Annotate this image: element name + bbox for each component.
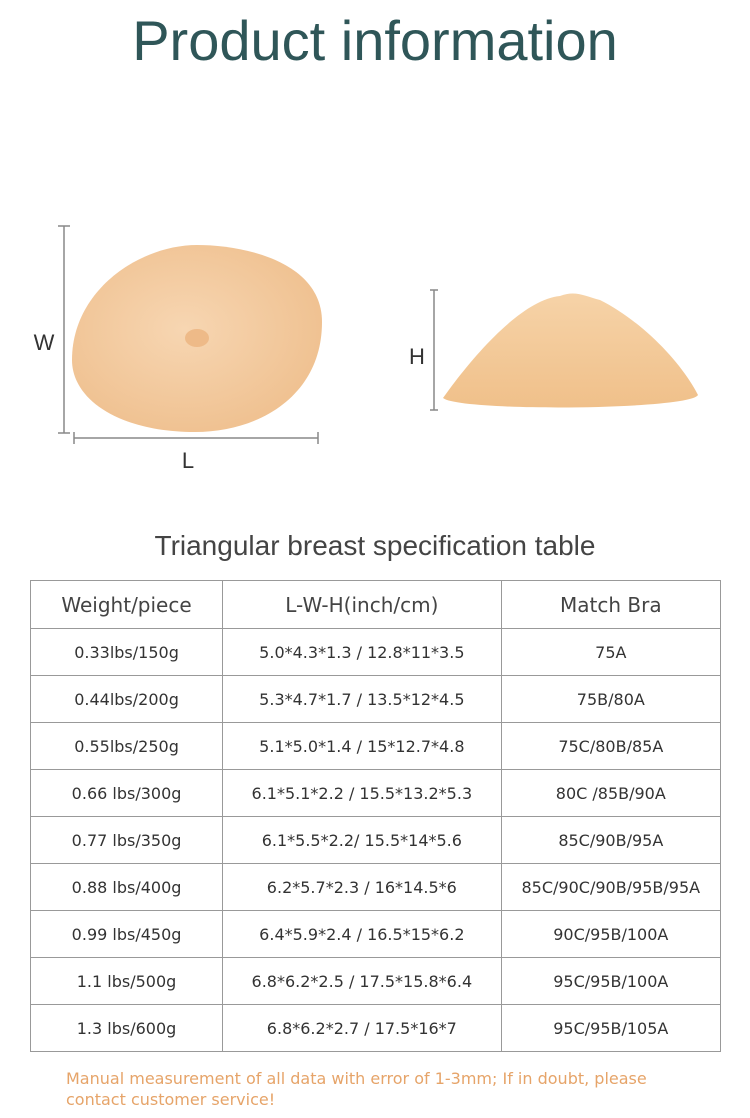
table-row: 0.55lbs/250g 5.1*5.0*1.4 / 15*12.7*4.8 75C…	[29, 722, 722, 770]
height-label: H	[409, 344, 425, 369]
table-title: Triangular breast specification table	[154, 530, 596, 561]
footer-note: Manual measurement of all data with erro…	[66, 1069, 647, 1109]
column-header: L-W-H(inch/cm)	[222, 580, 502, 629]
table-cell: 1.1 lbs/500g	[29, 957, 224, 1005]
spec-table: Weight/piece L-W-H(inch/cm) Match Bra 0.33l…	[29, 580, 722, 1052]
table-cell: 0.99 lbs/450g	[29, 910, 224, 958]
table-cell: 6.8*6.2*2.7 / 17.5*16*7	[222, 1004, 502, 1052]
table-row: 0.88 lbs/400g 6.2*5.7*2.3 / 16*14.5*6 85C/…	[29, 863, 722, 911]
table-cell: 95C/95B/105A	[500, 1004, 722, 1052]
table-cell: 95C/95B/100A	[500, 957, 722, 1005]
table-cell: 6.1*5.5*2.2/ 15.5*14*5.6	[222, 816, 502, 864]
table-row: 1.3 lbs/600g 6.8*6.2*2.7 / 17.5*16*7 95C/9…	[29, 1004, 722, 1052]
table-cell: 75A	[500, 628, 722, 676]
width-label: W	[34, 330, 55, 355]
table-cell: 5.1*5.0*1.4 / 15*12.7*4.8	[222, 722, 502, 770]
table-cell: 1.3 lbs/600g	[29, 1004, 224, 1052]
table-cell: 80C /85B/90A	[500, 769, 722, 817]
column-header: Weight/piece	[29, 580, 224, 629]
table-cell: 85C/90C/90B/95B/95A	[500, 863, 722, 911]
table-row: 0.99 lbs/450g 6.4*5.9*2.4 / 16.5*15*6.2 90…	[29, 910, 722, 958]
table-cell: 0.77 lbs/350g	[29, 816, 224, 864]
table-cell: 6.8*6.2*2.5 / 17.5*15.8*6.4	[222, 957, 502, 1005]
table-cell: 0.44lbs/200g	[29, 675, 224, 723]
table-row: 0.44lbs/200g 5.3*4.7*1.7 / 13.5*12*4.5 75B…	[29, 675, 722, 723]
table-cell: 75C/80B/85A	[500, 722, 722, 770]
table-cell: 0.55lbs/250g	[29, 722, 224, 770]
table-cell: 5.3*4.7*1.7 / 13.5*12*4.5	[222, 675, 502, 723]
table-row: 0.77 lbs/350g 6.1*5.5*2.2/ 15.5*14*5.6 85C…	[29, 816, 722, 864]
table-cell: 5.0*4.3*1.3 / 12.8*11*3.5	[222, 628, 502, 676]
header-row: Weight/piece L-W-H(inch/cm) Match Bra	[29, 580, 722, 629]
dimension-lines	[58, 225, 438, 444]
page-title: Product information	[132, 9, 618, 72]
nipple	[185, 329, 209, 347]
table-cell: 0.88 lbs/400g	[29, 863, 224, 911]
table-cell: 85C/90B/95A	[500, 816, 722, 864]
table-row: 0.66 lbs/300g 6.1*5.1*2.2 / 15.5*13.2*5.3…	[29, 769, 722, 817]
table-cell: 0.33lbs/150g	[29, 628, 224, 676]
table-cell: 90C/95B/100A	[500, 910, 722, 958]
table-cell: 6.1*5.1*2.2 / 15.5*13.2*5.3	[222, 769, 502, 817]
table-row: 0.33lbs/150g 5.0*4.3*1.3 / 12.8*11*3.5 75A	[29, 628, 722, 676]
table-cell: 75B/80A	[500, 675, 722, 723]
product-images: W L H	[34, 225, 698, 473]
table-cell: 0.66 lbs/300g	[29, 769, 224, 817]
table-cell: 6.4*5.9*2.4 / 16.5*15*6.2	[222, 910, 502, 958]
length-label: L	[182, 448, 194, 473]
side-view	[443, 293, 698, 408]
table-cell: 6.2*5.7*2.3 / 16*14.5*6	[222, 863, 502, 911]
column-header: Match Bra	[500, 580, 722, 629]
table-row: 1.1 lbs/500g 6.8*6.2*2.5 / 17.5*15.8*6.4 9…	[29, 957, 722, 1005]
